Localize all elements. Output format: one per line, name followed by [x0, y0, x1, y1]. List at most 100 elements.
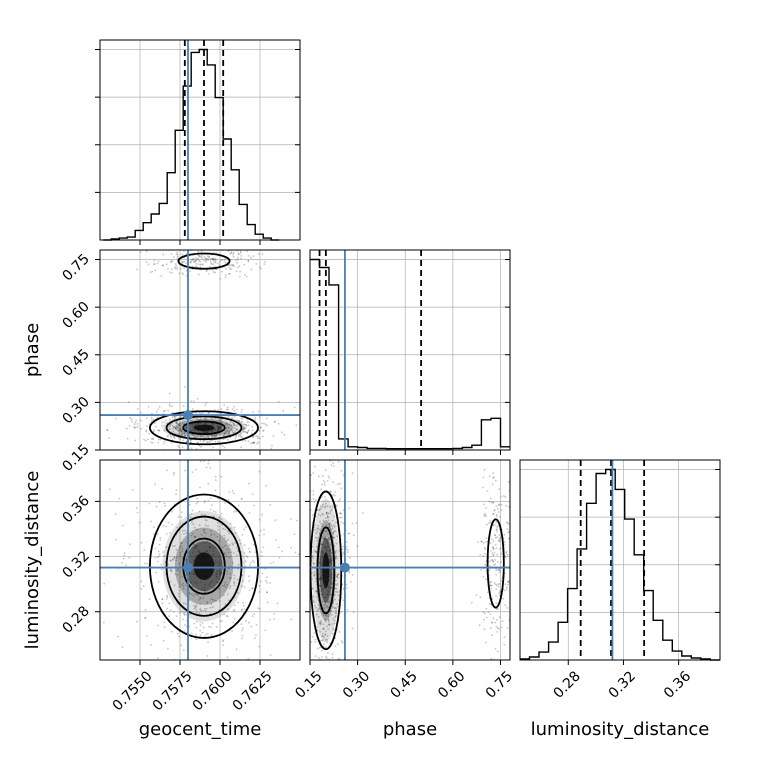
sample-point [253, 504, 255, 507]
sample-point [217, 429, 219, 431]
sample-point [502, 597, 505, 600]
sample-point [150, 420, 153, 423]
sample-point [177, 635, 180, 638]
sample-point [205, 633, 208, 636]
sample-point [214, 440, 217, 443]
sample-point [499, 515, 501, 518]
sample-point [321, 556, 324, 558]
sample-point [496, 631, 499, 633]
sample-point [181, 260, 184, 263]
sample-point [218, 426, 220, 429]
sample-point [195, 502, 198, 505]
sample-point [158, 501, 161, 504]
sample-point [258, 518, 261, 521]
sample-point [196, 545, 199, 547]
sample-point [196, 620, 199, 623]
sample-point [205, 402, 208, 405]
sample-point [261, 572, 264, 575]
sample-point [327, 652, 329, 654]
sample-point [315, 551, 318, 554]
sample-point [214, 262, 217, 264]
sample-point [202, 440, 205, 443]
sample-point [181, 272, 184, 274]
sample-point [174, 573, 177, 576]
sample-point [253, 441, 256, 444]
sample-point [201, 412, 203, 415]
sample-point [326, 545, 329, 548]
sample-point [200, 609, 203, 612]
sample-point [221, 620, 224, 622]
sample-point [176, 268, 179, 271]
sample-point [500, 552, 503, 555]
sample-point [230, 251, 232, 254]
sample-point [166, 594, 168, 597]
sample-point [497, 508, 499, 510]
frame-layer [99, 39, 721, 661]
sample-point [197, 273, 200, 276]
sample-point [233, 431, 235, 434]
sample-point [339, 482, 341, 485]
sample-point [314, 638, 317, 641]
sample-point [346, 587, 348, 589]
sample-point [145, 439, 147, 442]
sample-point [171, 416, 174, 419]
sample-point [181, 575, 184, 578]
sample-point [330, 593, 333, 596]
sample-point [310, 474, 312, 477]
sample-point [146, 635, 148, 637]
sample-point [227, 427, 230, 429]
sample-point [218, 426, 221, 429]
sample-point [484, 548, 487, 551]
sample-point [322, 600, 324, 603]
sample-point [229, 264, 231, 267]
sample-point [195, 604, 198, 606]
sample-point [213, 260, 216, 263]
sample-point [213, 434, 215, 437]
sample-point [216, 573, 218, 575]
sample-point [172, 425, 174, 427]
sample-point [183, 267, 186, 270]
sample-point [182, 649, 185, 651]
sample-point [194, 260, 196, 262]
sample-point [162, 253, 165, 256]
sample-point [321, 656, 323, 658]
sample-point [245, 423, 248, 426]
sample-point [248, 621, 250, 624]
hist-luminosity-distance [520, 468, 720, 661]
sample-point [342, 545, 345, 548]
sample-point [327, 591, 330, 593]
sample-point [153, 422, 156, 424]
sample-point [504, 583, 507, 586]
sample-point [183, 431, 186, 433]
sample-point [146, 417, 149, 419]
sample-point [171, 558, 174, 561]
sample-point [506, 607, 509, 609]
sample-point [182, 582, 185, 585]
sample-point [317, 608, 320, 611]
sample-point [172, 426, 175, 429]
sample-point [233, 424, 235, 427]
sample-point [226, 423, 229, 426]
sample-point [235, 259, 237, 262]
sample-point [226, 593, 229, 596]
sample-point [199, 609, 202, 611]
sample-point [231, 431, 234, 434]
sample-point [170, 261, 172, 264]
sample-point [190, 581, 192, 584]
sample-point [181, 421, 184, 424]
sample-point [174, 427, 177, 429]
sample-point [175, 489, 178, 492]
sample-point [331, 577, 333, 579]
sample-point [321, 551, 324, 554]
sample-point [263, 422, 265, 425]
sample-point [324, 469, 327, 472]
sample-point [229, 577, 232, 580]
sample-point [490, 538, 493, 540]
sample-point [218, 516, 221, 519]
sample-point [217, 427, 220, 430]
sample-point [120, 562, 123, 564]
sample-point [318, 508, 321, 511]
sample-point [153, 259, 156, 262]
sample-point [355, 522, 358, 525]
sample-point [324, 502, 327, 505]
